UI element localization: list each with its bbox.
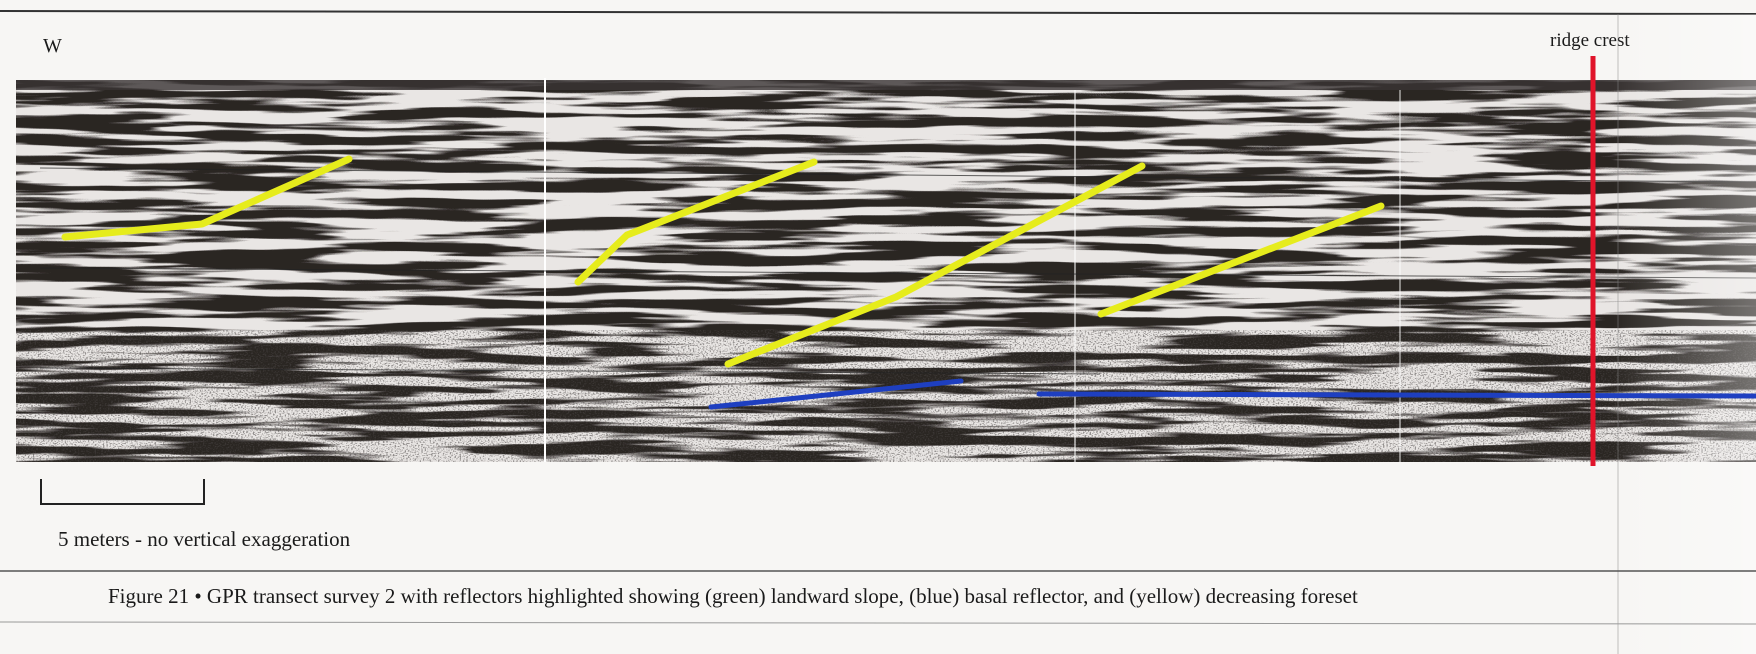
figure: W ridge crest 5 meters - no vertical exa…: [0, 0, 1756, 654]
scan-fade: [1613, 14, 1756, 654]
west-label: W: [43, 35, 62, 57]
caption: Figure 21 • GPR transect survey 2 with r…: [108, 584, 1358, 608]
scale-label: 5 meters - no vertical exaggeration: [58, 527, 351, 551]
basal-reflector: [1039, 394, 1756, 396]
page: W ridge crest 5 meters - no vertical exa…: [0, 0, 1756, 654]
surface-band: [16, 80, 1756, 90]
